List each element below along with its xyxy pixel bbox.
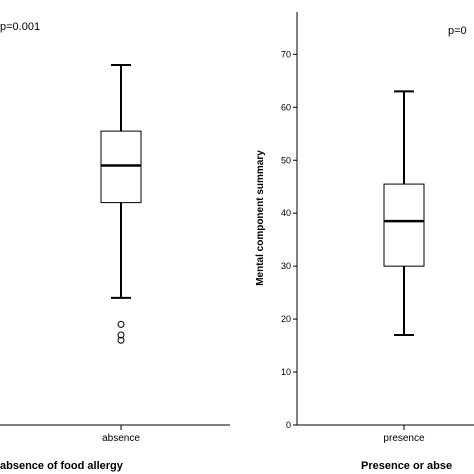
left-outlier-1 — [117, 331, 125, 339]
right-y-tick-label-0: 0 — [286, 420, 291, 430]
right-x-axis-label: Presence or abse — [361, 460, 452, 472]
right-y-tick-label-60: 60 — [281, 102, 291, 112]
right-y-tick-label-10: 10 — [281, 367, 291, 377]
right-boxplot — [383, 90, 425, 336]
right-panel: p=0 0 10 20 30 40 50 60 70 presence Presence or… — [255, 12, 474, 472]
left-x-axis-label: absence of food allergy — [0, 460, 124, 472]
right-p-value: p=0 — [448, 25, 467, 37]
left-outlier-2 — [117, 336, 125, 344]
left-outlier-0 — [117, 320, 125, 328]
right-y-tick-label-50: 50 — [281, 155, 291, 165]
left-category-label: absence — [102, 433, 140, 444]
right-category-label: presence — [383, 433, 425, 444]
right-y-tick-label-70: 70 — [281, 49, 291, 59]
right-y-tick-label-30: 30 — [281, 261, 291, 271]
right-y-tick-label-40: 40 — [281, 208, 291, 218]
left-p-value: p=0.001 — [0, 21, 40, 33]
left-box — [100, 130, 142, 204]
right-y-ticks: 0 10 20 30 40 50 60 70 — [281, 49, 297, 430]
right-y-axis-label: Mental component summary — [255, 150, 266, 286]
left-boxplot — [100, 63, 142, 344]
right-box — [383, 183, 425, 267]
right-y-tick-label-20: 20 — [281, 314, 291, 324]
left-panel: p=0.001 absence absence of food allergy — [0, 21, 230, 472]
